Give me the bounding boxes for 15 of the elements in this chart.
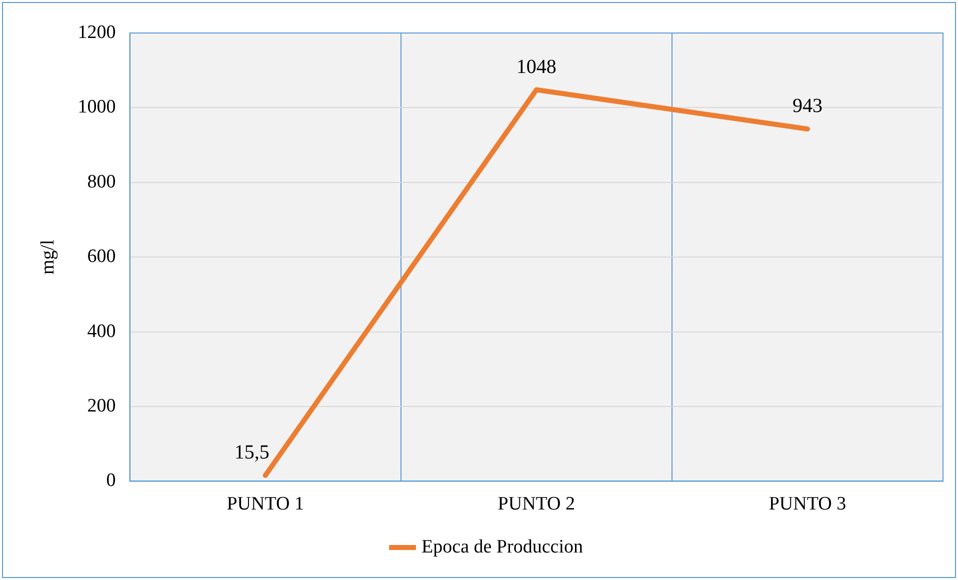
y-axis-title: mg/l bbox=[37, 240, 58, 275]
y-tick-label: 1200 bbox=[78, 22, 116, 43]
x-tick-label: PUNTO 2 bbox=[498, 494, 576, 515]
x-tick-label: PUNTO 3 bbox=[768, 494, 846, 515]
y-tick-label: 200 bbox=[87, 395, 116, 416]
y-tick-label: 800 bbox=[87, 171, 116, 192]
y-tick-label: 600 bbox=[87, 246, 116, 268]
y-tick-label: 1000 bbox=[78, 96, 116, 118]
y-tick-label: 0 bbox=[106, 470, 116, 492]
x-tick-label: PUNTO 1 bbox=[226, 494, 304, 515]
y-tick-label: 400 bbox=[87, 320, 116, 342]
legend-label: Epoca de Produccion bbox=[422, 536, 584, 558]
data-label: 15,5 bbox=[234, 442, 270, 464]
data-label: 1048 bbox=[516, 56, 556, 78]
data-label: 943 bbox=[792, 95, 822, 118]
